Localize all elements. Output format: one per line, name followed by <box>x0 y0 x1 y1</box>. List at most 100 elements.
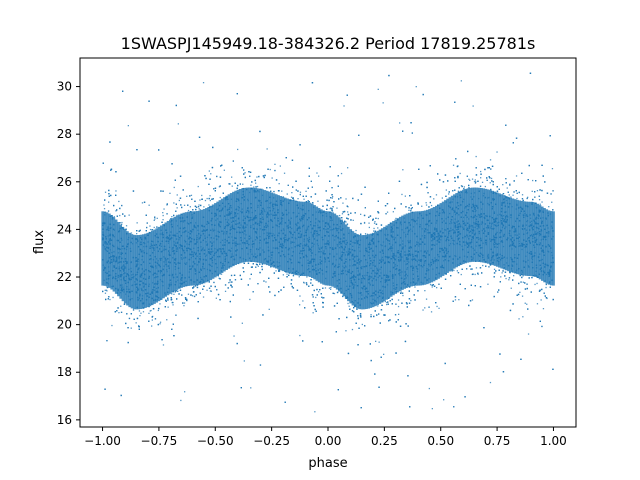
data-point <box>256 176 258 178</box>
data-point-band <box>376 230 379 306</box>
data-point <box>519 291 521 293</box>
data-point-band <box>189 211 192 286</box>
data-point-band <box>207 206 210 282</box>
data-point-band <box>322 210 325 285</box>
data-point-band <box>464 188 467 264</box>
data-point <box>266 224 268 226</box>
data-point <box>299 304 301 306</box>
data-point <box>551 254 553 257</box>
data-point <box>289 223 291 225</box>
data-point <box>174 268 176 270</box>
data-point <box>513 275 515 277</box>
data-point <box>392 253 394 255</box>
data-point <box>540 230 543 232</box>
data-point <box>189 241 191 243</box>
data-point-band <box>121 226 125 302</box>
data-point-band <box>211 204 215 279</box>
data-point <box>128 268 130 270</box>
data-point <box>409 228 412 230</box>
data-point <box>412 267 415 269</box>
data-point <box>149 228 152 231</box>
data-point-band <box>166 220 170 296</box>
data-point <box>185 280 187 282</box>
data-point <box>480 223 483 225</box>
data-point <box>440 239 442 241</box>
data-point-band <box>435 205 438 281</box>
data-point <box>501 226 504 228</box>
data-point <box>510 196 512 198</box>
data-point <box>113 256 115 259</box>
data-point <box>527 333 530 335</box>
data-point <box>166 270 168 273</box>
data-point <box>180 257 182 259</box>
data-point <box>196 236 198 239</box>
data-point <box>432 239 434 241</box>
data-point <box>339 214 341 217</box>
data-point <box>254 239 257 241</box>
data-point <box>418 259 421 261</box>
data-point <box>107 226 109 228</box>
data-point <box>422 282 424 284</box>
data-point <box>163 249 165 251</box>
data-point <box>283 229 285 231</box>
data-point <box>401 193 403 196</box>
data-point <box>432 262 435 264</box>
data-point-band <box>288 199 292 274</box>
data-point-band <box>356 234 359 309</box>
data-point <box>125 267 127 269</box>
data-point <box>545 218 547 220</box>
data-point <box>404 251 406 253</box>
data-point <box>111 285 113 288</box>
data-point <box>421 205 423 207</box>
data-point <box>202 279 204 281</box>
data-point <box>352 241 354 244</box>
data-point <box>480 208 483 210</box>
data-point <box>485 227 488 229</box>
data-point <box>138 310 141 312</box>
data-point <box>506 257 508 259</box>
data-point <box>468 205 470 207</box>
data-point <box>251 219 253 221</box>
data-point <box>454 218 456 220</box>
data-point <box>148 303 150 305</box>
data-point <box>548 233 550 235</box>
data-point <box>370 267 372 269</box>
data-point <box>183 257 185 259</box>
data-point <box>403 260 405 262</box>
data-point <box>325 228 327 231</box>
data-point <box>227 219 230 221</box>
data-point-band <box>279 195 283 271</box>
data-point <box>478 227 480 229</box>
data-point-band <box>529 201 533 277</box>
data-point <box>245 234 247 236</box>
data-point <box>345 289 347 292</box>
data-point <box>386 303 388 306</box>
data-point <box>231 224 234 226</box>
data-point <box>217 208 219 210</box>
data-point <box>535 270 537 272</box>
data-point <box>399 222 402 224</box>
data-point <box>294 237 296 239</box>
data-point <box>317 220 320 222</box>
data-point <box>168 246 171 248</box>
data-point <box>160 229 162 231</box>
data-point <box>422 309 424 311</box>
data-point <box>370 276 372 278</box>
data-point <box>241 208 243 210</box>
data-point <box>403 217 405 219</box>
data-point-band <box>229 193 233 268</box>
data-point <box>234 213 236 216</box>
data-point <box>286 193 288 195</box>
data-point <box>283 241 286 244</box>
data-point-band <box>459 190 463 266</box>
chart-title: 1SWASPJ145949.18-384326.2 Period 17819.2… <box>121 34 536 53</box>
data-point-band <box>114 219 118 294</box>
data-point <box>243 215 245 217</box>
data-point <box>179 285 182 287</box>
data-point <box>239 243 241 245</box>
data-point <box>473 249 476 251</box>
data-point <box>190 194 193 196</box>
data-point <box>167 306 169 308</box>
data-point <box>124 272 126 274</box>
data-point <box>474 273 476 276</box>
